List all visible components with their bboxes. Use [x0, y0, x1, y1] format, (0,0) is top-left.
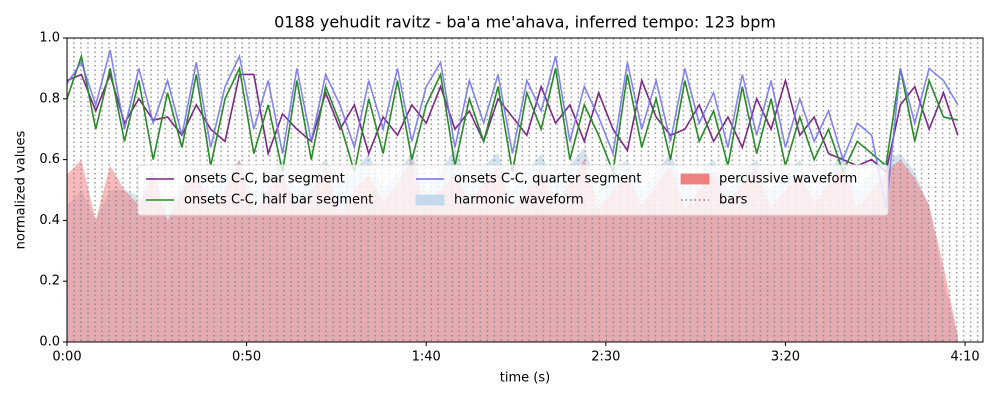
x-tick-label: 0:00: [52, 350, 81, 365]
legend-label: percussive waveform: [719, 172, 857, 187]
legend-swatch: [415, 194, 445, 206]
chart-title: 0188 yehudit ravitz - ba'a me'ahava, inf…: [274, 13, 776, 32]
legend-label: onsets C-C, quarter segment: [454, 172, 641, 187]
x-tick-label: 0:50: [232, 350, 261, 365]
y-tick-label: 0.2: [39, 274, 60, 289]
x-axis-label: time (s): [500, 371, 550, 386]
line: [67, 49, 959, 209]
legend-swatch: [680, 173, 710, 185]
line: [67, 72, 959, 174]
line: [67, 53, 959, 175]
y-tick-label: 0.8: [39, 91, 60, 106]
y-axis-label: normalized values: [14, 130, 29, 249]
y-tick-label: 0.4: [39, 213, 60, 228]
y-tick-label: 0.6: [39, 152, 60, 167]
legend-label: onsets C-C, half bar segment: [184, 193, 373, 208]
legend-label: harmonic waveform: [454, 193, 584, 208]
x-tick-label: 4:10: [950, 350, 979, 365]
legend-label: onsets C-C, bar segment: [184, 172, 345, 187]
axes-frame: [66, 37, 984, 343]
x-tick-label: 3:20: [771, 350, 800, 365]
x-tick-label: 1:40: [412, 350, 441, 365]
legend-label: bars: [719, 193, 748, 208]
y-tick-label: 0.0: [39, 335, 60, 350]
y-tick-label: 1.0: [39, 31, 60, 46]
x-tick-label: 2:30: [591, 350, 620, 365]
